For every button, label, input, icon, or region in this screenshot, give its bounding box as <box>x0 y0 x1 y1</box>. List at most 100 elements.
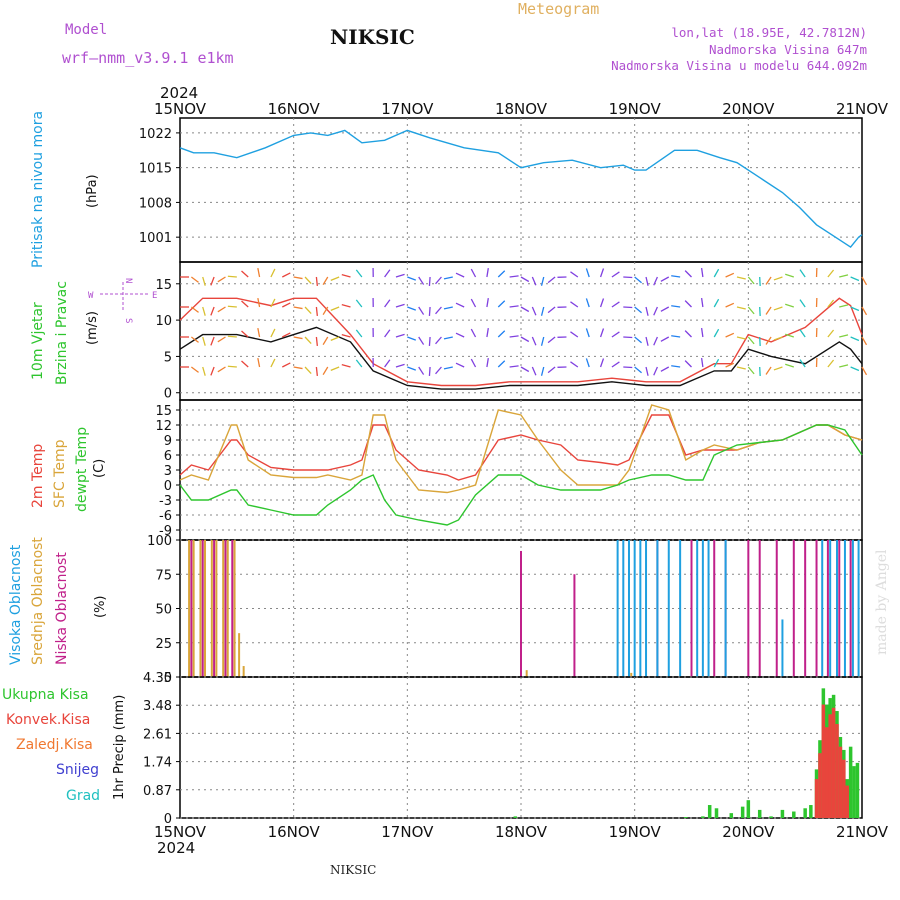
wind-arrow <box>395 273 405 278</box>
bar-niska-oblacnost <box>815 540 818 677</box>
series-line-2m-temp <box>179 414 863 481</box>
y-tick-label: 15 <box>155 278 172 293</box>
y-tick-label: 0.87 <box>143 784 172 799</box>
wind-arrow <box>653 306 658 316</box>
wind-arrow <box>660 276 670 282</box>
x-tick-label-top: 17NOV <box>381 100 434 118</box>
bar-visoka-oblacnost <box>627 540 630 677</box>
wind-arrow <box>725 332 735 338</box>
bar-niska-oblacnost <box>792 540 795 677</box>
bar-ukupna-kisa <box>809 805 813 818</box>
wind-arrow <box>435 306 442 315</box>
wind-arrow <box>210 366 215 376</box>
legend-freezing-rain: Zaledj.Kisa <box>16 737 93 753</box>
wind-arrow <box>293 336 303 340</box>
bar-srednja-oblacnost <box>204 540 207 677</box>
pressure-panel: 1001 1008 1015 1022 <box>139 117 863 263</box>
wind-arrow <box>190 336 199 343</box>
wind-arrow <box>443 366 453 370</box>
wind-arrow <box>531 366 537 376</box>
wind-arrow <box>645 276 649 286</box>
x-tick-label-top: 16NOV <box>268 100 321 118</box>
bar-visoka-oblacnost <box>829 540 832 677</box>
wind-arrow <box>470 358 477 368</box>
bar-visoka-oblacnost <box>843 540 846 677</box>
wind-arrow <box>341 274 351 278</box>
temp-labels: 2m Temp SFC Temp dewpt Temp (C) <box>30 427 107 512</box>
bar-ukupna-kisa <box>757 809 762 818</box>
wind-arrow <box>611 331 620 338</box>
x-tick-label-top: 15NOV <box>154 100 207 118</box>
wind-arrow <box>407 276 417 281</box>
wind-arrow <box>395 333 405 338</box>
wind-ylabel-1: 10m Vjetar <box>30 302 46 380</box>
series-line-pritisak-na-nivou-mora <box>179 129 863 249</box>
wind-arrow <box>850 336 860 342</box>
bar-visoka-oblacnost <box>622 540 625 677</box>
x-tick-label-bottom: 15NOV <box>154 823 207 841</box>
wind-arrow <box>736 276 746 280</box>
compass-n: N <box>123 278 133 283</box>
wind-arrow <box>330 336 340 341</box>
bar-ukupna-kisa <box>848 746 853 818</box>
bar-konvek-kisa <box>821 704 826 818</box>
wind-arrow <box>585 328 590 338</box>
wind-arrow <box>257 328 261 338</box>
wind-arrow <box>322 336 329 346</box>
wind-arrow <box>315 336 318 347</box>
wind-arrow <box>341 364 351 368</box>
y-tick-label: 1022 <box>139 127 172 142</box>
wind-arrow <box>486 358 489 368</box>
wind-arrow <box>407 366 417 371</box>
wind-arrow <box>322 366 329 376</box>
wind-arrow <box>773 276 783 281</box>
wind-arrow <box>725 362 735 368</box>
wind-arrow <box>599 298 605 308</box>
bar-srednja-oblacnost <box>226 540 229 677</box>
wind-arrow <box>470 268 477 278</box>
wind-arrow <box>861 306 868 316</box>
bar-visoka-oblacnost <box>616 540 619 677</box>
wind-arrow <box>282 302 291 308</box>
bar-konvek-kisa <box>831 707 836 818</box>
wind-arrow <box>455 302 465 308</box>
wind-arrow <box>509 275 519 278</box>
wind-arrow <box>443 336 453 340</box>
bar-srednja-oblacnost <box>192 540 195 677</box>
wind-arrow <box>660 366 670 372</box>
wind-arrow <box>202 336 206 346</box>
wind-arrow <box>241 300 249 308</box>
bar-niska-oblacnost <box>224 540 227 677</box>
wind-arrow <box>210 336 215 346</box>
y-tick-label: 0 <box>164 479 172 494</box>
wind-arrow <box>585 298 590 308</box>
meteogram-label: Meteogram <box>518 0 599 18</box>
wind-arrow <box>540 366 545 376</box>
wind-arrow <box>585 268 590 278</box>
wind-arrow <box>509 365 519 368</box>
wind-arrow <box>428 306 431 317</box>
y-tick-label: 100 <box>147 534 172 549</box>
wind-arrow <box>611 301 620 308</box>
wind-arrow <box>520 276 530 283</box>
wind-arrow <box>684 360 692 368</box>
bar-srednja-oblacnost <box>233 540 236 677</box>
bar-niska-oblacnost <box>690 540 693 677</box>
wind-arrow <box>304 336 312 345</box>
wind-arrow <box>241 360 249 368</box>
wind-arrow <box>270 298 276 308</box>
wind-arrow <box>257 358 261 368</box>
wind-arrow <box>210 306 215 316</box>
x-tick-label-top: 19NOV <box>609 100 662 118</box>
wind-arrow <box>455 272 465 278</box>
wind-ylabel-2: Brzina i Pravac <box>54 281 70 385</box>
wind-arrow <box>827 269 835 278</box>
wind-arrow <box>827 299 835 308</box>
bar-visoka-oblacnost <box>781 619 784 677</box>
wind-arrow <box>531 306 537 316</box>
wind-arrow <box>407 306 417 311</box>
wind-arrow <box>455 362 465 368</box>
bar-niska-oblacnost <box>826 540 829 677</box>
y-tick-label: 0 <box>164 671 172 686</box>
wind-arrow <box>257 268 261 278</box>
